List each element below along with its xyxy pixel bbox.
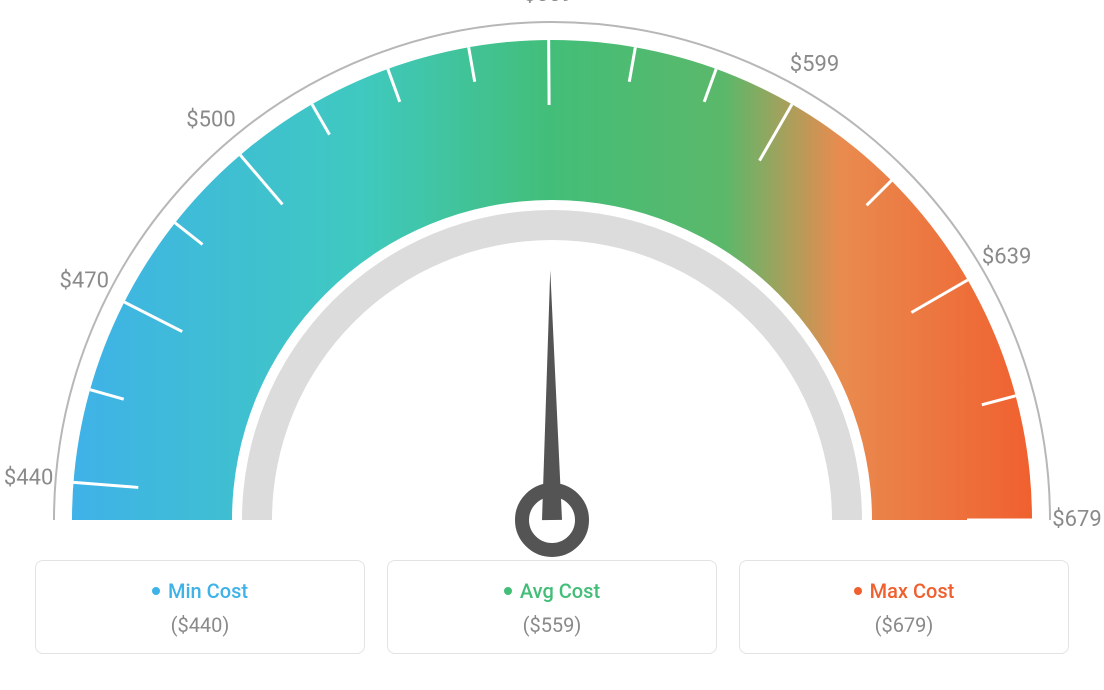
gauge-tick-label: $679 (1052, 507, 1101, 532)
gauge-legend: Min Cost ($440) Avg Cost ($559) Max Cost ($67… (0, 560, 1104, 654)
legend-title-avg: Avg Cost (504, 579, 600, 603)
legend-card-avg: Avg Cost ($559) (387, 560, 717, 654)
gauge-tick-label: $440 (4, 466, 53, 491)
gauge-tick-label: $559 (524, 0, 573, 7)
legend-value: ($679) (750, 613, 1058, 637)
legend-dot-icon (152, 587, 160, 595)
cost-gauge: $440 $470 $500 $559 $599 $639 $679 (0, 0, 1104, 560)
gauge-tick-label: $639 (982, 244, 1031, 269)
legend-label: Max Cost (870, 579, 955, 603)
legend-value: ($440) (46, 613, 354, 637)
legend-value: ($559) (398, 613, 706, 637)
gauge-tick-label: $599 (790, 52, 839, 77)
gauge-needle (542, 270, 562, 520)
legend-dot-icon (854, 587, 862, 595)
legend-label: Avg Cost (520, 579, 600, 603)
gauge-svg: $440 $470 $500 $559 $599 $639 $679 (0, 0, 1104, 560)
legend-title-max: Max Cost (854, 579, 955, 603)
legend-card-min: Min Cost ($440) (35, 560, 365, 654)
gauge-tick-label: $500 (186, 108, 235, 133)
legend-card-max: Max Cost ($679) (739, 560, 1069, 654)
legend-title-min: Min Cost (152, 579, 248, 603)
legend-dot-icon (504, 587, 512, 595)
gauge-tick-label: $470 (59, 268, 108, 293)
legend-label: Min Cost (168, 579, 248, 603)
